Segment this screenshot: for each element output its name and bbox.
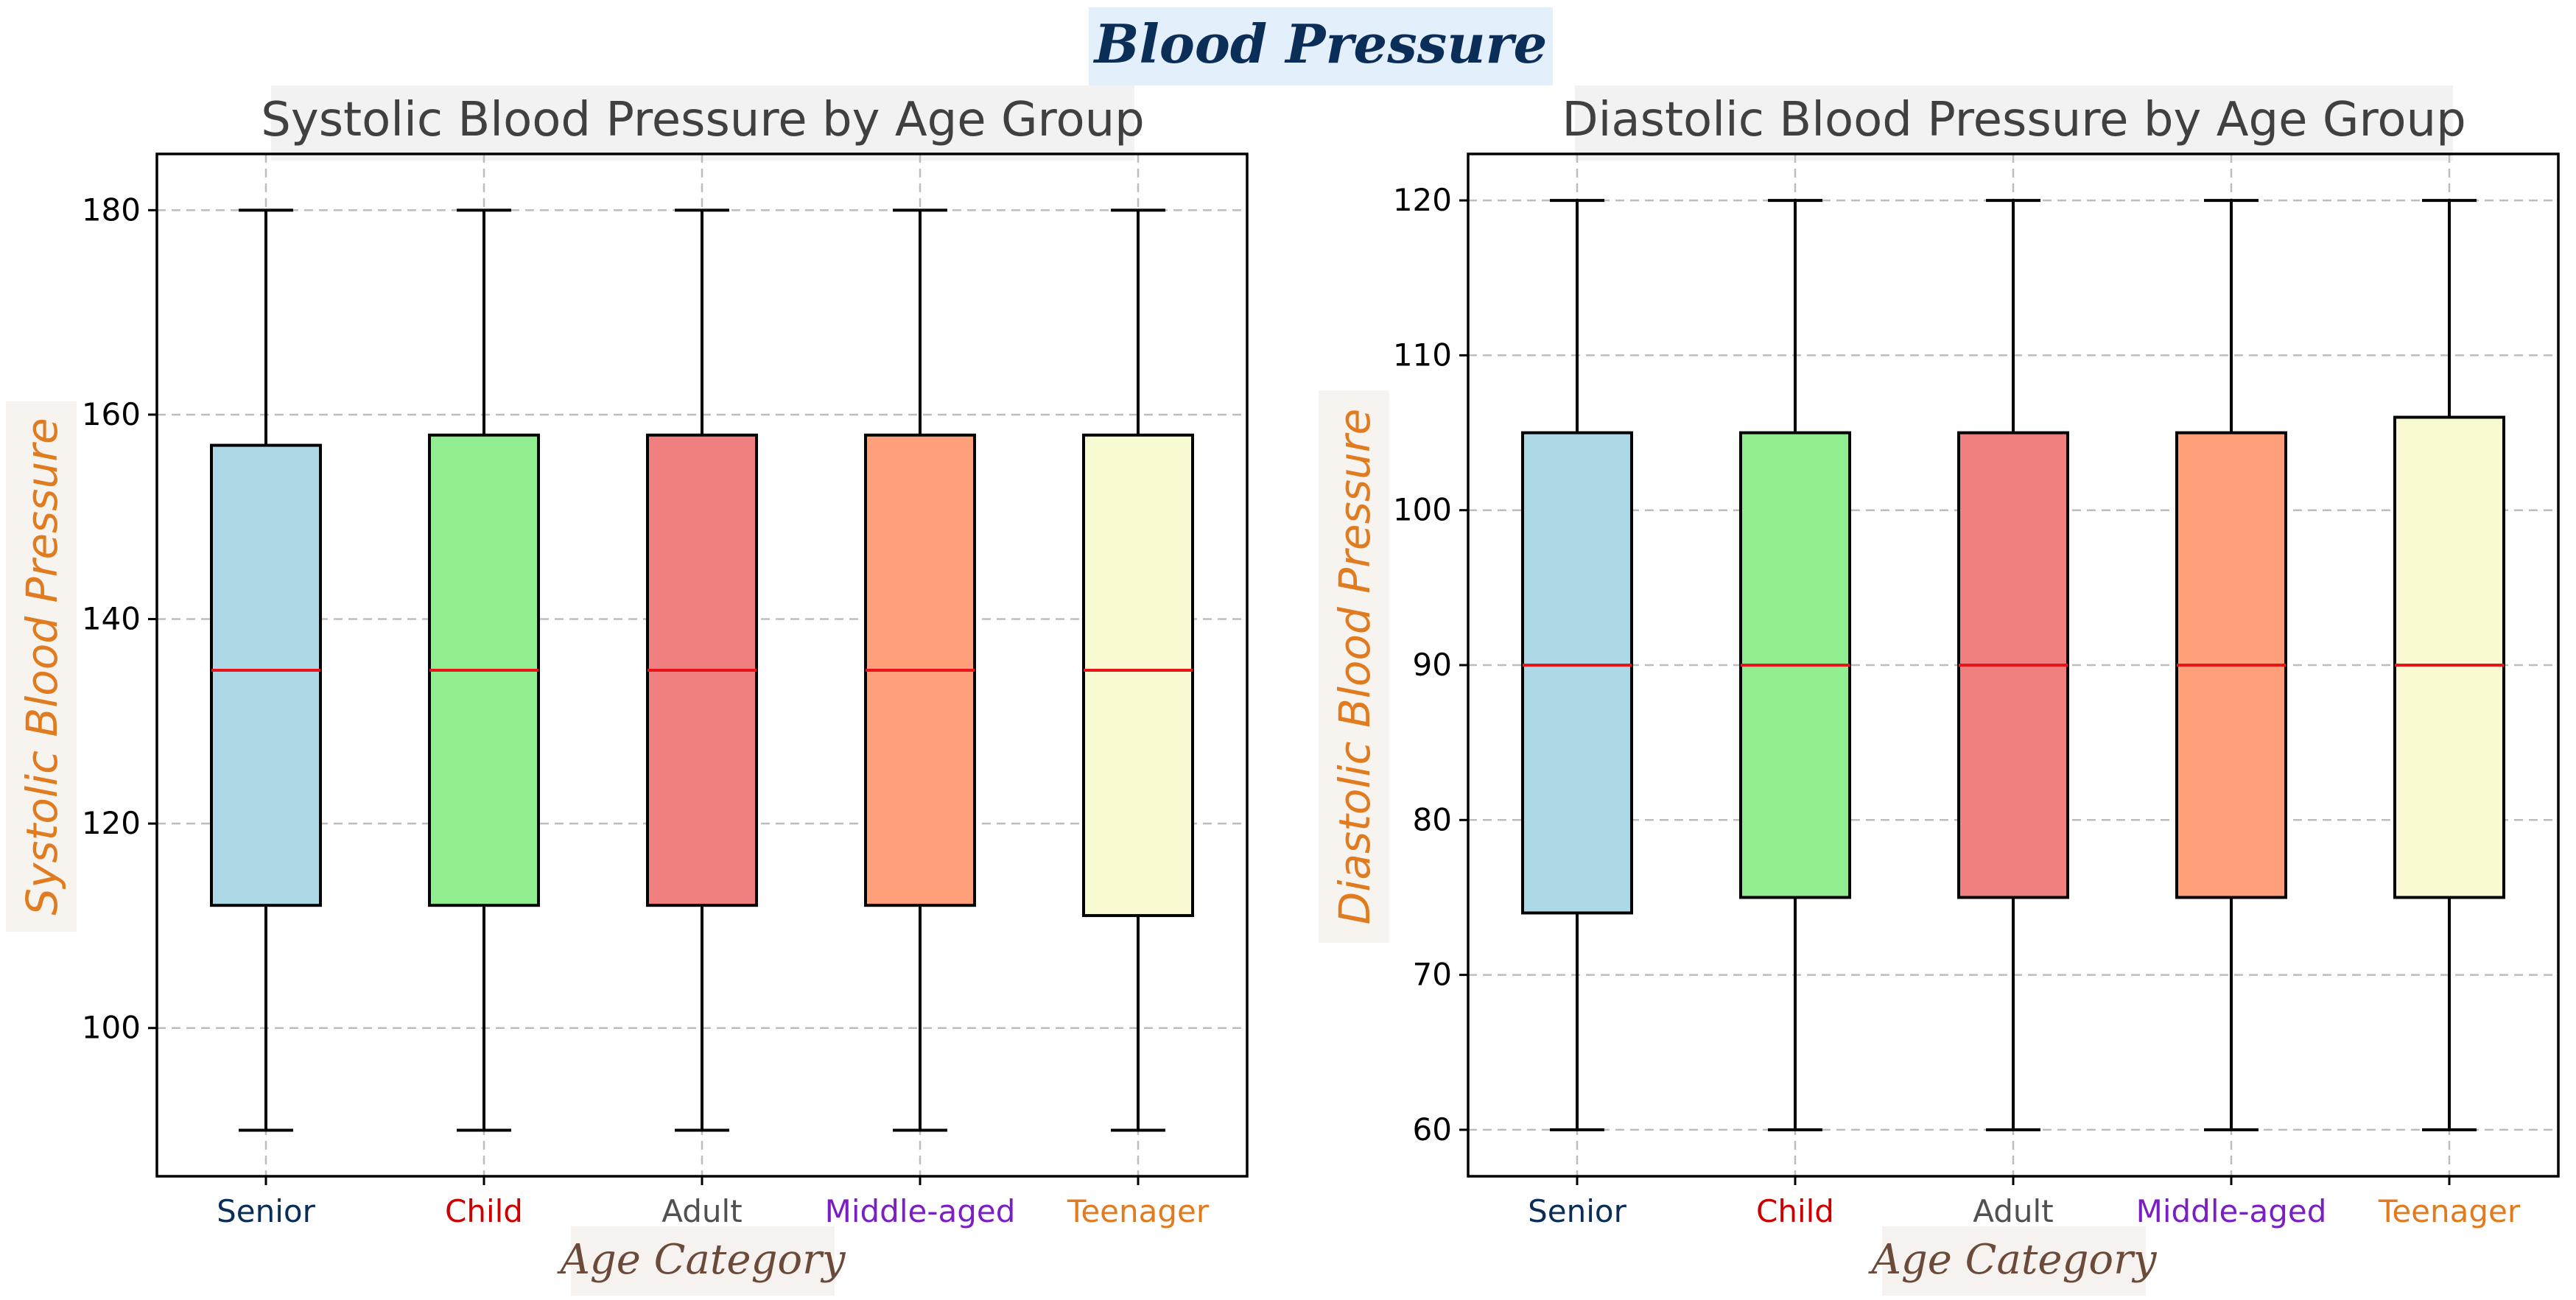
diastolic-ytick-label: 120: [1393, 182, 1452, 218]
diastolic-axes: 60 70 80 90 100 110 120 Senior Child Adult Middle-…: [1393, 152, 2560, 1229]
systolic-ytick-label: 160: [82, 396, 141, 432]
diastolic-box-child: [1739, 199, 1851, 1131]
systolic-xtick-label: Adult: [661, 1193, 742, 1229]
diastolic-ytick-label: 110: [1393, 337, 1452, 373]
systolic-box-senior: [210, 208, 322, 1132]
diastolic-xtick-label: Senior: [1528, 1193, 1626, 1229]
systolic-ytick-label: 140: [82, 601, 141, 637]
systolic-ylabel-background: [6, 401, 77, 932]
diastolic-box-middle-aged: [2175, 199, 2287, 1131]
diastolic-box-senior: [1521, 199, 1633, 1131]
systolic-axes: 100 120 140 160 180 Senior Child Adult Middle-ag…: [82, 152, 1249, 1229]
diastolic-title-background: [1575, 85, 2453, 161]
diastolic-ytick-label: 90: [1413, 647, 1452, 683]
diastolic-title: Diastolic Blood Pressure by Age Group: [1562, 93, 2466, 147]
systolic-xlabel: Age Category: [556, 1236, 846, 1284]
systolic-ytick-label: 100: [82, 1010, 141, 1046]
systolic-box-child: [428, 208, 540, 1132]
systolic-ylabel: Systolic Blood Pressure: [17, 418, 67, 916]
systolic-panel: Systolic Blood Pressure by Age Group Sys…: [6, 85, 1249, 1296]
diastolic-xtick-label: Child: [1756, 1193, 1834, 1229]
diastolic-xtick-label: Teenager: [2378, 1193, 2521, 1229]
diastolic-plot: [1521, 199, 2505, 1131]
figure-suptitle: Blood Pressure: [1093, 13, 1548, 75]
diastolic-ytick-label: 100: [1393, 492, 1452, 528]
diastolic-xlabel: Age Category: [1867, 1236, 2157, 1284]
systolic-xtick-label: Teenager: [1067, 1193, 1210, 1229]
suptitle-background: [1089, 7, 1553, 85]
systolic-xtick-label: Child: [445, 1193, 523, 1229]
diastolic-ytick-label: 80: [1413, 801, 1452, 837]
iqr-box: [2393, 415, 2505, 899]
diastolic-ylabel-background: [1319, 390, 1389, 943]
systolic-plot: [210, 208, 1194, 1132]
systolic-xtick-label: Middle-aged: [825, 1193, 1016, 1229]
diastolic-box-adult: [1957, 199, 2069, 1131]
systolic-title: Systolic Blood Pressure by Age Group: [261, 93, 1145, 147]
iqr-box: [1082, 433, 1194, 918]
systolic-ytick-label: 120: [82, 805, 141, 841]
diastolic-xlabel-background: [1882, 1226, 2146, 1296]
systolic-ytick-label: 180: [82, 192, 141, 228]
systolic-xtick-label: Senior: [217, 1193, 315, 1229]
diastolic-xtick-label: Adult: [1973, 1193, 2053, 1229]
systolic-box-middle-aged: [864, 208, 976, 1132]
diastolic-panel: Diastolic Blood Pressure by Age Group Di…: [1319, 85, 2560, 1296]
iqr-box: [210, 443, 322, 907]
diastolic-xtick-label: Middle-aged: [2136, 1193, 2327, 1229]
iqr-box: [1521, 431, 1633, 915]
diastolic-ytick-label: 70: [1413, 957, 1452, 993]
systolic-xlabel-background: [571, 1226, 835, 1296]
systolic-title-background: [271, 85, 1134, 161]
diastolic-box-teenager: [2393, 199, 2505, 1131]
diastolic-ytick-label: 60: [1413, 1111, 1452, 1148]
systolic-box-adult: [646, 208, 758, 1132]
systolic-box-teenager: [1082, 208, 1194, 1132]
diastolic-ylabel: Diastolic Blood Pressure: [1330, 409, 1380, 925]
